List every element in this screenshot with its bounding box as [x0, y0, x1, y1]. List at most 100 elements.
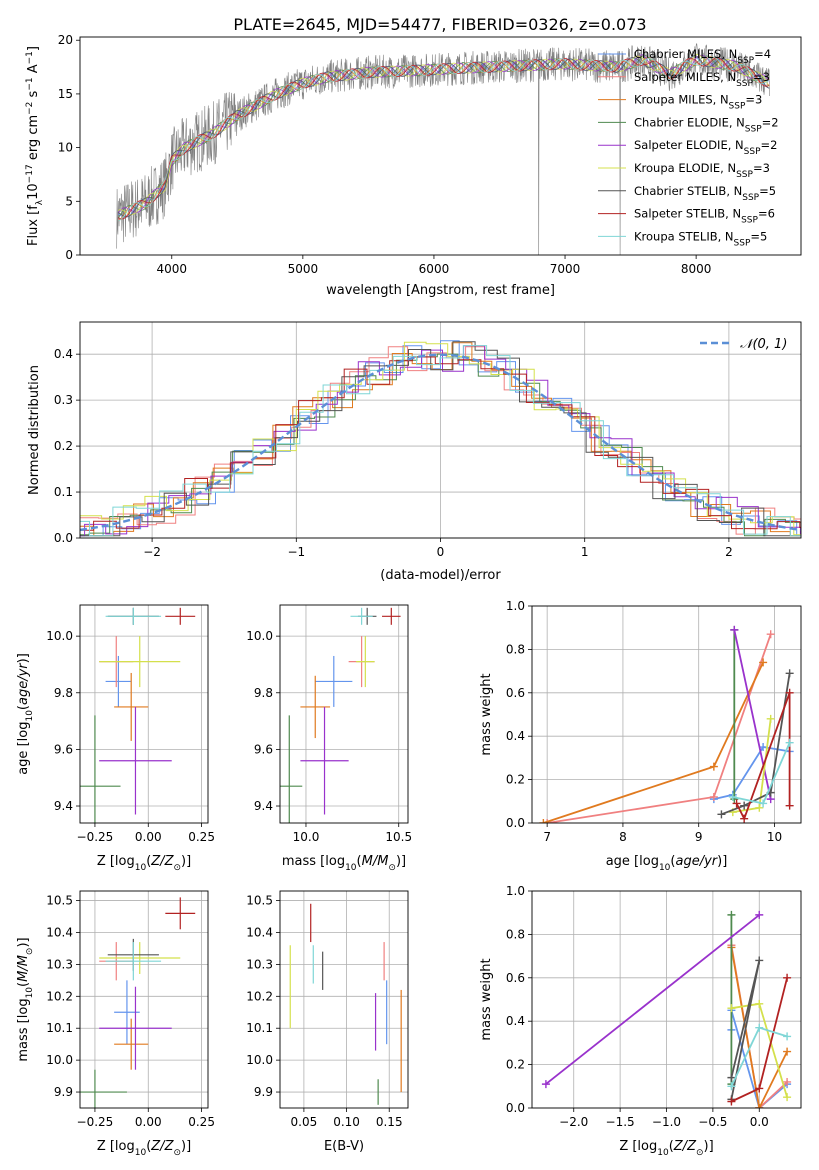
label-part: )]: [181, 854, 191, 869]
x-tick-label: 0.00: [135, 830, 162, 844]
errorbar-point: [300, 675, 331, 739]
mass_vs_ebv-axes: 0.05 0.10 0.15 9.9 10.0 10.1 10.2 10.3 10.4 10.5: [246, 891, 408, 1129]
label-part: 10: [26, 183, 41, 200]
label-part: ⊙: [388, 863, 396, 873]
spectrum-xlabel: wavelength [Angstrom, rest frame]: [326, 283, 555, 298]
label-part: −2: [25, 102, 35, 115]
y-tick-label: 0.4: [54, 347, 73, 361]
spectrum-model-line: [117, 56, 770, 222]
weight-marker: [755, 803, 764, 812]
x-tick-label: 0: [437, 545, 445, 559]
mass_vs_ebv-frame: [279, 890, 409, 1109]
label-part: Z/Z: [673, 1139, 697, 1154]
errorbar-point: [105, 607, 162, 625]
x-tick-label: 2: [725, 545, 733, 559]
weight-marker: [727, 1004, 736, 1013]
label-part: s: [26, 90, 41, 101]
label-part: A: [26, 64, 41, 77]
label-part: )]: [16, 937, 31, 947]
legend-label: Kroupa ELODIE, NSSP=3: [634, 161, 770, 180]
errorbar-point: [280, 715, 303, 823]
y-tick-label: 15: [58, 87, 73, 101]
errorbar-point: [105, 942, 162, 981]
label-part: )]: [181, 1139, 191, 1154]
spectrum-ylabel: Flux [fλ10−17 erg cm−2 s−1 A−1]: [25, 46, 45, 246]
label-part: )]: [704, 1139, 714, 1154]
x-tick-label: 1: [581, 545, 589, 559]
mass_weight_vs_age-axes: 7 8 9 10 0.0 0.2 0.4 0.6 0.8 1.0: [506, 599, 801, 844]
weight-marker: [727, 910, 736, 919]
histogram-step: [80, 345, 801, 537]
x-tick-label: −2: [143, 545, 161, 559]
weight-marker: [783, 1047, 792, 1056]
legend-label: Kroupa STELIB, NSSP=5: [634, 229, 767, 248]
legend-label: Chabrier ELODIE, NSSP=2: [634, 115, 779, 134]
weight-marker: [785, 669, 794, 678]
weight-marker: [755, 999, 764, 1008]
weight-marker: [766, 714, 775, 723]
weight-series: [730, 625, 739, 804]
errorbar-point: [315, 655, 353, 707]
label-part: =3: [753, 161, 770, 175]
y-tick-label: 0.8: [506, 927, 525, 941]
spectrum-legend: Chabrier MILES, NSSP=4 Salpeter MILES, N S…: [598, 47, 779, 248]
errorbar-point: [99, 636, 181, 688]
x-tick-label: 0.15: [376, 1115, 403, 1129]
y-tick-label: 1.0: [506, 884, 525, 898]
x-tick-label: −1.0: [652, 1115, 681, 1129]
mass_weight_vs_Z-xlabel: Z [log10(Z/Z⊙)]: [619, 1139, 713, 1158]
x-tick-label: 0.05: [291, 1115, 318, 1129]
y-tick-label: 10.2: [46, 989, 73, 1003]
label-part: SSP: [741, 216, 758, 226]
histogram-step: [80, 356, 801, 531]
mass_vs_Z-ylabel: mass [log10(M/M⊙)]: [16, 937, 35, 1061]
x-tick-label: −1.5: [606, 1115, 635, 1129]
y-tick-label: 0.4: [506, 729, 525, 743]
weight-marker: [543, 819, 552, 823]
label-part: Kroupa ELODIE, N: [634, 161, 736, 175]
spectrum-frame: [79, 36, 802, 256]
x-tick-label: −0.25: [77, 1115, 114, 1129]
label-part: (: [670, 854, 675, 869]
label-part: =3: [745, 93, 762, 107]
label-part: SSP: [742, 193, 759, 203]
y-tick-label: 10.1: [46, 1021, 73, 1035]
y-tick-label: 9.4: [254, 799, 273, 813]
y-tick-label: 10.5: [246, 894, 273, 908]
x-tick-label: 6000: [419, 262, 450, 276]
label-part: ⊙: [173, 1148, 181, 1158]
weight-series: [728, 738, 794, 808]
label-part: )]: [717, 854, 727, 869]
weight-marker: [727, 1097, 736, 1106]
label-part: =3: [753, 70, 770, 84]
x-tick-label: 9: [695, 830, 703, 844]
label-part: age [log: [606, 854, 659, 869]
weight-marker: [755, 1023, 764, 1032]
errorbar-point: [99, 942, 181, 974]
label-part: Salpeter MILES, N: [634, 70, 736, 84]
label-part: Z [log: [97, 1139, 135, 1154]
x-tick-label: 0.0: [750, 1115, 769, 1129]
label-part: Z [log: [97, 854, 135, 869]
label-part: SSP: [734, 238, 751, 248]
weight-marker: [785, 688, 794, 697]
label-part: SSP: [745, 124, 762, 134]
x-tick-label: −0.25: [77, 830, 114, 844]
errorbar-point: [300, 706, 349, 815]
weight-line: [735, 692, 791, 821]
errorbar-point: [165, 897, 196, 930]
label-part: Kroupa STELIB, N: [634, 229, 734, 243]
errorbar-point: [114, 672, 149, 741]
legend-label: Chabrier MILES, NSSP=4: [634, 47, 771, 66]
weight-line: [721, 673, 791, 816]
mass_weight_vs_Z-ylabel: mass weight: [479, 958, 494, 1040]
weight-series: [727, 1023, 792, 1091]
x-tick-label: 8: [619, 830, 627, 844]
weight-marker: [783, 1093, 792, 1102]
y-tick-label: 0.4: [506, 1014, 525, 1028]
weight-marker: [755, 910, 764, 919]
spectrum-model-line: [117, 54, 770, 219]
mass_vs_Z-xlabel: Z [log10(Z/Z⊙)]: [97, 1139, 191, 1158]
label-part: (: [357, 854, 362, 869]
